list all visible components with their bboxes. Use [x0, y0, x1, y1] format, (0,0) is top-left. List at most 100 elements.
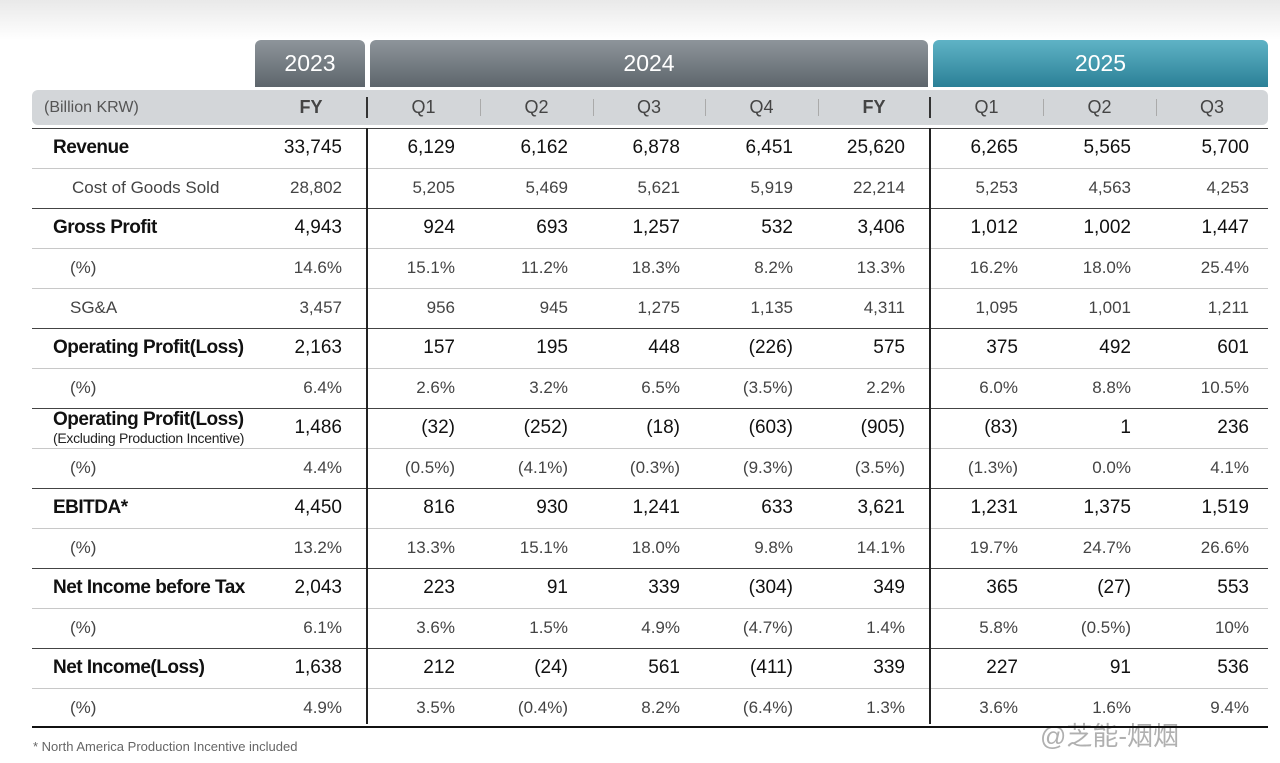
value-cell: 924	[423, 217, 455, 238]
row-border	[32, 408, 1268, 409]
year-header: 2024	[370, 40, 928, 87]
row-border	[32, 568, 1268, 569]
value-cell: 1	[1120, 417, 1131, 438]
value-cell: (252)	[523, 417, 568, 438]
column-header: FY	[299, 97, 323, 117]
value-cell: 4.9%	[303, 698, 342, 717]
row-label-text: Operating Profit(Loss)	[53, 409, 244, 430]
column-header: Q1	[974, 97, 999, 117]
year-header: 2025	[933, 40, 1268, 87]
value-cell: 553	[1217, 577, 1249, 598]
value-cell: 4,253	[1206, 178, 1249, 197]
value-cell: 945	[539, 298, 568, 317]
value-cell: 157	[423, 337, 455, 358]
value-cell: 930	[536, 497, 568, 518]
value-cell: (411)	[750, 657, 793, 678]
value-cell: 1,012	[970, 217, 1018, 238]
row-label: Cost of Goods Sold	[72, 168, 219, 208]
footnote: * North America Production Incentive inc…	[33, 739, 298, 754]
unit-label: (Billion KRW)	[44, 99, 139, 116]
column-header: FY	[862, 97, 886, 117]
value-cell: 1,231	[970, 497, 1018, 518]
value-cell: 1,257	[632, 217, 680, 238]
header-divider	[705, 99, 706, 116]
row-label: (%)	[70, 608, 96, 648]
value-cell: (3.5%)	[854, 458, 905, 477]
row-border	[32, 168, 1268, 169]
value-cell: 1,519	[1201, 497, 1249, 518]
value-cell: 14.6%	[293, 258, 342, 277]
value-cell: (83)	[984, 417, 1018, 438]
value-cell: 6.1%	[303, 618, 342, 637]
value-cell: 1,095	[975, 298, 1018, 317]
value-cell: 4.4%	[303, 458, 342, 477]
value-cell: 1.3%	[866, 698, 905, 717]
value-cell: 816	[423, 497, 455, 518]
column-header: Q1	[411, 97, 436, 117]
header-divider	[1156, 99, 1157, 116]
value-cell: 2.2%	[866, 378, 905, 397]
value-cell: 532	[761, 217, 793, 238]
row-label: Operating Profit(Loss)	[53, 328, 244, 368]
value-cell: 3,406	[857, 217, 905, 238]
value-cell: (18)	[646, 417, 680, 438]
header-divider	[1043, 99, 1044, 116]
value-cell: 349	[873, 577, 905, 598]
value-cell: 6.4%	[303, 378, 342, 397]
value-cell: (24)	[534, 657, 568, 678]
row-border	[32, 128, 1268, 129]
value-cell: 18.0%	[1082, 258, 1131, 277]
row-label: (%)	[70, 688, 96, 728]
value-cell: 212	[423, 657, 455, 678]
value-cell: 448	[648, 337, 680, 358]
value-cell: 5,700	[1201, 137, 1249, 158]
value-cell: 1,275	[637, 298, 680, 317]
value-cell: 0.0%	[1092, 458, 1131, 477]
value-cell: 561	[648, 657, 680, 678]
header-divider	[593, 99, 594, 116]
column-header: Q4	[749, 97, 774, 117]
value-cell: 195	[536, 337, 568, 358]
value-cell: 13.2%	[293, 538, 342, 557]
value-cell: 601	[1217, 337, 1249, 358]
value-cell: 1,447	[1201, 217, 1249, 238]
row-label-text: Revenue	[53, 137, 129, 158]
value-cell: 28,802	[290, 178, 342, 197]
row-border	[32, 648, 1268, 649]
row-label-text: Net Income before Tax	[53, 577, 245, 598]
value-cell: 13.3%	[856, 258, 905, 277]
value-cell: (4.7%)	[742, 618, 793, 637]
value-cell: 4,563	[1088, 178, 1131, 197]
row-border	[32, 248, 1268, 249]
value-cell: 5,253	[975, 178, 1018, 197]
header-divider	[929, 97, 931, 118]
value-cell: 3.6%	[979, 698, 1018, 717]
value-cell: 6.5%	[641, 378, 680, 397]
row-border	[32, 488, 1268, 489]
value-cell: 15.1%	[519, 538, 568, 557]
value-cell: (0.3%)	[629, 458, 680, 477]
value-cell: (3.5%)	[742, 378, 793, 397]
column-header: Q3	[1199, 97, 1224, 117]
value-cell: (9.3%)	[742, 458, 793, 477]
value-cell: 5,565	[1083, 137, 1131, 158]
value-cell: 6,265	[970, 137, 1018, 158]
value-cell: 5.8%	[979, 618, 1018, 637]
column-header: Q2	[524, 97, 549, 117]
row-label-text: Gross Profit	[53, 217, 157, 238]
value-cell: (6.4%)	[742, 698, 793, 717]
table-bottom-rule	[32, 726, 1268, 728]
value-cell: 8.2%	[754, 258, 793, 277]
value-cell: 18.3%	[631, 258, 680, 277]
row-label: (%)	[70, 528, 96, 568]
value-cell: 339	[873, 657, 905, 678]
row-label: (%)	[70, 248, 96, 288]
value-cell: 5,205	[412, 178, 455, 197]
value-cell: 16.2%	[969, 258, 1018, 277]
value-cell: 6.0%	[979, 378, 1018, 397]
header-divider	[818, 99, 819, 116]
value-cell: 3,457	[299, 298, 342, 317]
value-cell: 227	[986, 657, 1018, 678]
row-label: Operating Profit(Loss) (Excluding Product…	[53, 408, 244, 448]
value-cell: (905)	[860, 417, 905, 438]
